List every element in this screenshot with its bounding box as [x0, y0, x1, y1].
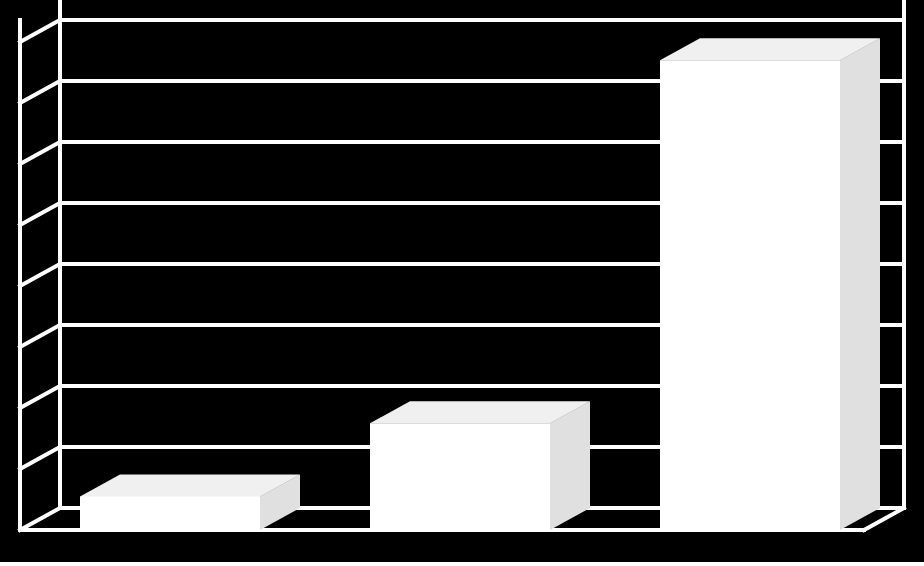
bar-chart-3d	[0, 0, 924, 566]
